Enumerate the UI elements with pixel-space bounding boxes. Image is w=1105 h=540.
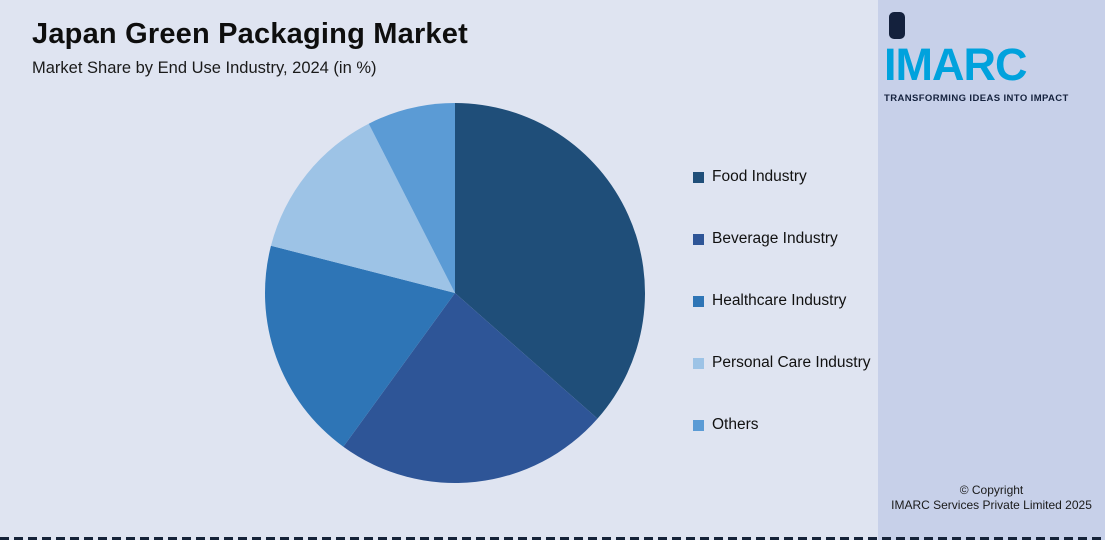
- page-subtitle: Market Share by End Use Industry, 2024 (…: [32, 59, 377, 77]
- pie-slice-others: [368, 103, 455, 293]
- imarc-logo-tagline: TRANSFORMING IDEAS INTO IMPACT: [884, 93, 1069, 105]
- pie-chart: [265, 103, 645, 483]
- legend-swatch: [693, 233, 704, 245]
- right-panel: [878, 0, 1105, 540]
- pie-slice-personal-care-industry: [270, 123, 455, 294]
- pie-slice-food-industry: [455, 103, 645, 419]
- legend-label: Personal Care Industry: [712, 354, 871, 371]
- legend-swatch: [693, 419, 704, 431]
- legend-swatch: [693, 357, 704, 369]
- legend-item: Beverage Industry: [693, 228, 871, 250]
- chart-legend: Food Industry Beverage Industry Healthcare…: [693, 166, 871, 476]
- copyright-line2: IMARC Services Private Limited 2025: [891, 498, 1092, 512]
- page-title: Japan Green Packaging Market: [32, 18, 468, 50]
- bottom-dashed-border: [0, 537, 1105, 540]
- pie-chart-svg: [265, 103, 645, 483]
- imarc-logo-text: IMARC: [884, 39, 1027, 90]
- legend-item: Healthcare Industry: [693, 290, 871, 312]
- pie-slice-beverage-industry: [343, 293, 598, 483]
- legend-swatch: [693, 295, 704, 307]
- copyright-line1: © Copyright: [959, 483, 1024, 497]
- legend-item: Food Industry: [693, 166, 871, 188]
- legend-label: Others: [712, 416, 759, 433]
- imarc-logo: IMARC TRANSFORMING IDEAS INTO IMPACT: [884, 12, 1096, 104]
- imarc-logo-mark-icon: [889, 12, 905, 39]
- legend-label: Healthcare Industry: [712, 292, 847, 309]
- copyright: © Copyright IMARC Services Private Limit…: [878, 483, 1105, 513]
- header: Japan Green Packaging Market Market Shar…: [32, 18, 468, 78]
- legend-item: Personal Care Industry: [693, 352, 871, 374]
- pie-slice-healthcare-industry: [265, 245, 455, 447]
- legend-item: Others: [693, 414, 871, 436]
- legend-label: Beverage Industry: [712, 230, 838, 247]
- legend-swatch: [693, 171, 704, 183]
- legend-label: Food Industry: [712, 168, 807, 185]
